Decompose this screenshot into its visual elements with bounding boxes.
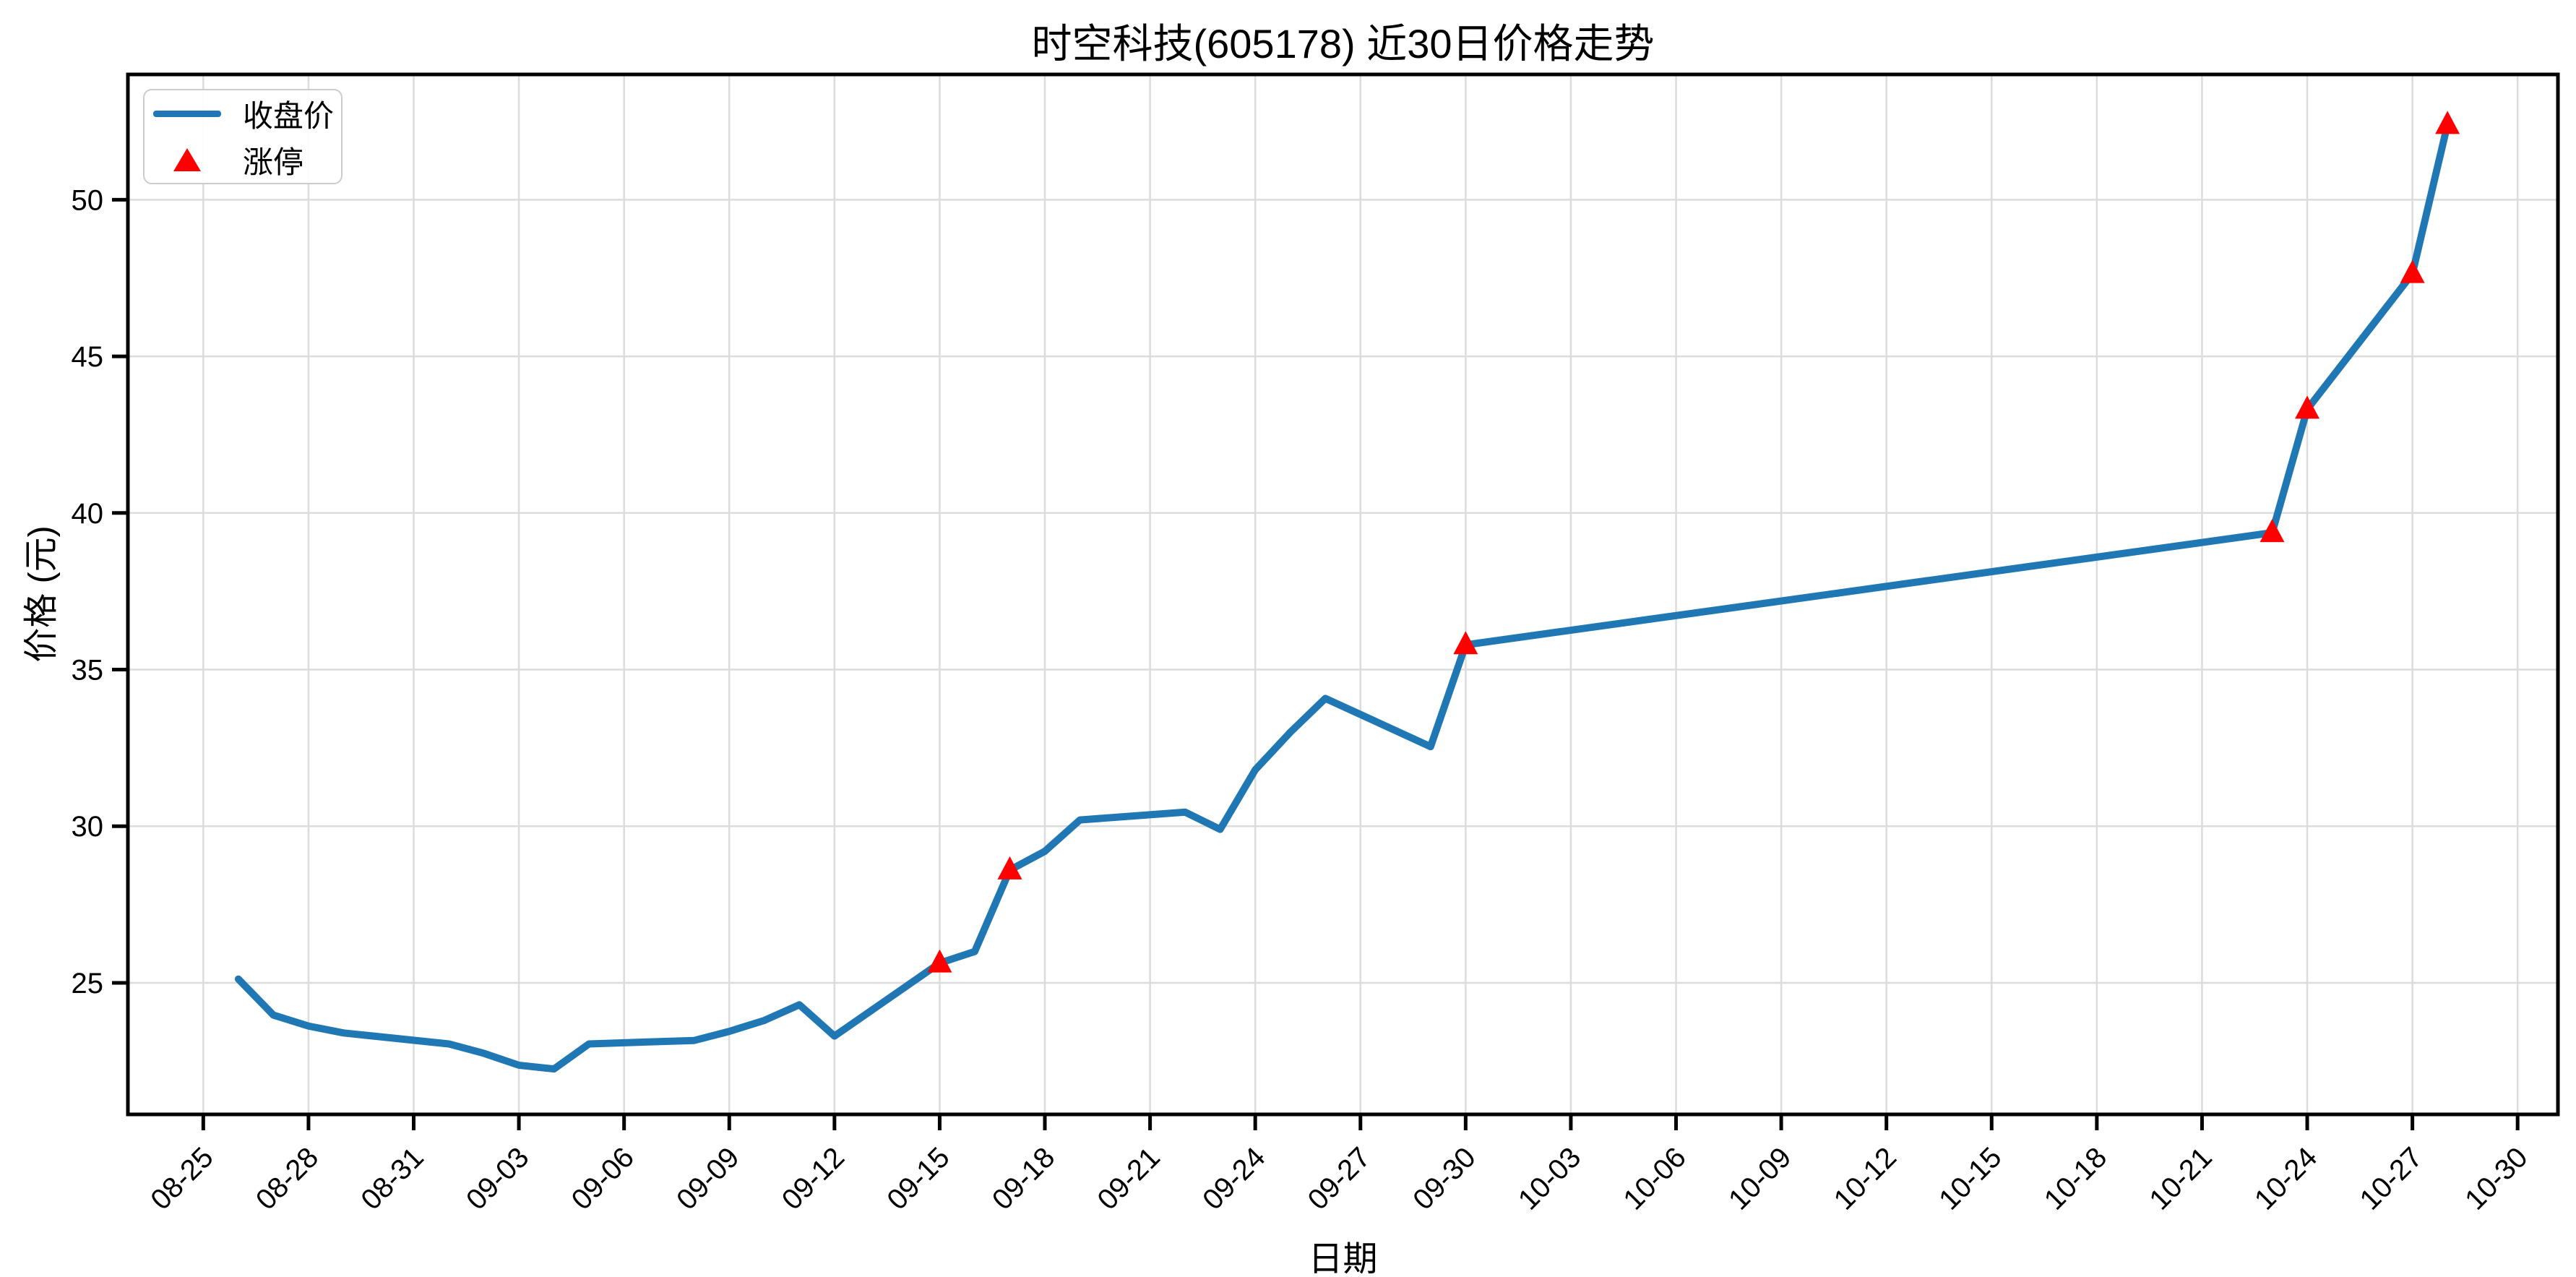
limit-up-marker — [2260, 519, 2285, 543]
y-tick-label: 30 — [72, 811, 104, 843]
x-axis-label: 日期 — [1308, 1240, 1378, 1277]
y-tick-label: 40 — [72, 498, 104, 530]
limit-up-marker — [1453, 631, 1478, 655]
y-tick-label: 45 — [72, 341, 104, 373]
x-tick-label: 09-15 — [881, 1141, 955, 1216]
legend-label-limit-up: 涨停 — [243, 145, 304, 179]
x-tick-label: 10-30 — [2459, 1141, 2533, 1216]
x-tick-label: 10-18 — [2038, 1141, 2113, 1216]
limit-up-marker — [997, 856, 1022, 880]
x-tick-label: 08-28 — [250, 1141, 324, 1216]
x-tick-label: 10-15 — [1933, 1141, 2007, 1216]
y-tick-label: 35 — [72, 655, 104, 687]
x-tick-label: 10-06 — [1617, 1141, 1692, 1216]
x-tick-label: 10-24 — [2249, 1141, 2323, 1216]
gridlines — [128, 74, 2558, 1114]
x-tick-label: 08-25 — [145, 1141, 219, 1216]
legend-label-close-price: 收盘价 — [243, 98, 335, 133]
legend-item-close-price: 收盘价 — [145, 90, 341, 137]
x-tick-label: 09-27 — [1302, 1141, 1377, 1216]
x-tick-label: 09-06 — [566, 1141, 640, 1216]
x-tick-label: 10-03 — [1512, 1141, 1587, 1216]
x-axis[interactable]: 08-25 08-28 08-31 09-03 09-06 09-09 09-12 09-15… — [145, 1114, 2534, 1216]
x-tick-label: 09-09 — [671, 1141, 745, 1216]
legend: 收盘价 涨停 — [143, 89, 343, 184]
y-axis[interactable]: 25 30 35 40 45 50 — [72, 184, 129, 999]
close-price-line — [234, 121, 2452, 1073]
x-tick-label: 10-21 — [2143, 1141, 2218, 1216]
limit-up-marker — [927, 949, 952, 973]
x-tick-label: 08-31 — [355, 1141, 429, 1216]
chart-title: 时空科技(605178) 近30日价格走势 — [1031, 21, 1655, 66]
y-tick-label: 25 — [72, 968, 104, 999]
x-tick-label: 10-09 — [1723, 1141, 1797, 1216]
limit-up-marker — [2400, 259, 2425, 283]
limit-up-marker — [2435, 111, 2460, 134]
x-tick-label: 10-12 — [1828, 1141, 1903, 1216]
legend-line-swatch — [153, 110, 221, 117]
x-tick-label: 09-30 — [1407, 1141, 1481, 1216]
x-tick-label: 09-12 — [776, 1141, 850, 1216]
x-tick-label: 09-24 — [1197, 1141, 1271, 1216]
legend-item-limit-up: 涨停 — [145, 137, 341, 183]
x-tick-label: 09-21 — [1092, 1141, 1166, 1216]
limit-up-marker — [2295, 395, 2320, 419]
limit-up-markers — [927, 111, 2460, 973]
y-tick-label: 50 — [72, 184, 104, 216]
x-tick-label: 09-18 — [986, 1141, 1061, 1216]
legend-triangle-icon — [173, 148, 201, 171]
x-tick-label: 10-27 — [2354, 1141, 2429, 1216]
y-axis-label: 价格 (元) — [22, 525, 61, 663]
axes-border — [126, 72, 2560, 1117]
x-tick-label: 09-03 — [460, 1141, 535, 1216]
